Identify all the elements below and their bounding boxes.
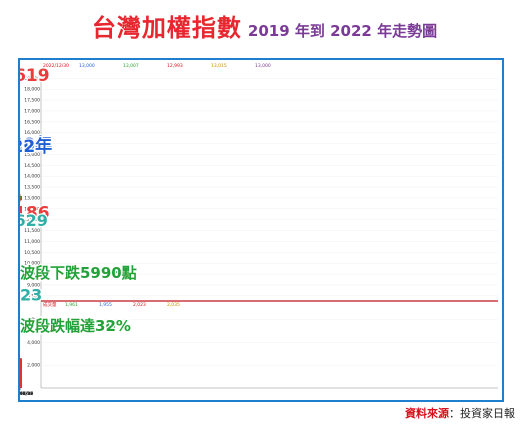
volume-y-tick: 2,000: [27, 363, 40, 369]
chart-subtitle: 2019 年到 2022 年走勢圖: [247, 22, 438, 40]
header-info-date: 2022/12/30: [43, 63, 69, 69]
annotation-drop-2022: 波段下跌5990點: [20, 264, 137, 282]
x-tick-label: 2022/05/16: [20, 391, 33, 397]
chart-header: 台灣加權指數 2019 年到 2022 年走勢圖: [0, 8, 529, 43]
source-credit: 資料來源：投資家日報: [405, 405, 515, 421]
x-tick-label: 2022/07/07: [20, 391, 33, 397]
volume-info-value: 2,023: [133, 302, 146, 308]
header-info-value: 13,007: [123, 63, 139, 69]
volume-info-value: 2,035: [167, 302, 180, 308]
x-tick-label: 2021/06/09: [20, 391, 33, 397]
annotation-high-2020: 12186: [20, 204, 50, 224]
header-info-value: 13,000: [255, 63, 271, 69]
price-y-tick: 12,500: [24, 206, 40, 212]
price-y-tick: 16,500: [24, 119, 40, 125]
price-y-tick: 14,500: [24, 163, 40, 169]
volume-info-value: 1,955: [99, 302, 112, 308]
x-tick-label: 2019/07/23: [20, 391, 33, 397]
source-label: 資料來源: [405, 407, 449, 420]
price-y-tick: 18,500: [24, 76, 40, 82]
volume-info-value: 1,961: [65, 302, 78, 308]
candle-body: [20, 198, 22, 200]
price-y-tick: 10,000: [24, 261, 40, 267]
annotation-year-2020: 2020年: [20, 134, 52, 155]
price-y-tick: 17,000: [24, 108, 40, 114]
x-tick-label: 2019/11/13: [20, 391, 33, 397]
x-tick-label: 2020/08/25: [20, 391, 33, 397]
x-tick-label: 2022/12/22: [20, 391, 33, 397]
x-tick-label: 2021/02/19: [20, 391, 33, 397]
price-y-tick: 9,500: [27, 272, 40, 278]
x-tick-label: 2022/10/27: [20, 391, 33, 397]
price-y-tick: 12,000: [24, 217, 40, 223]
price-y-tick: 18,000: [24, 87, 40, 93]
price-y-tick: 13,000: [24, 195, 40, 201]
x-tick-label: 2022/03/17: [20, 391, 33, 397]
x-tick-label: 2021/09/27: [20, 391, 33, 397]
volume-bar: [20, 362, 22, 388]
candle-body: [20, 197, 22, 199]
taiex-chart: 2022/12/30 13,000 13,007 12,993 13,015 13,000…: [20, 63, 498, 397]
header-info-value: 13,000: [79, 63, 95, 69]
annotation-low-2022: 12629: [20, 211, 48, 230]
x-tick-label: 2020/06/29: [20, 391, 33, 397]
annotation-drop-pct-2020: 波段跌幅達30%: [20, 317, 131, 335]
price-y-tick: 10,500: [24, 250, 40, 256]
price-y-tick: 9,000: [27, 282, 40, 288]
x-tick-label: 2020/01/08: [20, 391, 33, 397]
volume-y-tick: 4,000: [27, 340, 40, 346]
price-y-tick: 14,000: [24, 174, 40, 180]
x-tick-label: 2020/03/05: [20, 391, 33, 397]
price-y-tick: 11,500: [24, 228, 40, 234]
x-tick-label: 2021/04/16: [20, 391, 33, 397]
x-tick-label: 2022/08/30: [20, 391, 33, 397]
price-y-tick: 16,000: [24, 130, 40, 136]
price-y-tick: 15,000: [24, 152, 40, 158]
header-info-value: 12,993: [167, 63, 183, 69]
annotation-high-2022: 18619: [20, 66, 50, 86]
x-tick-label: 2020/10/22: [20, 391, 33, 397]
price-y-tick: 11,000: [24, 239, 40, 245]
price-y-tick: 17,500: [24, 98, 40, 104]
chart-frame: 2022/12/30 13,000 13,007 12,993 13,015 13,000…: [18, 58, 504, 402]
annotation-drop-pct-2022: 波段跌幅達32%: [20, 317, 131, 335]
price-y-tick: 15,500: [24, 141, 40, 147]
volume-info-label: 成交量: [43, 301, 57, 308]
x-tick-label: 2022/01/18: [20, 391, 33, 397]
x-tick-label: 2021/08/02: [20, 391, 33, 397]
volume-y-tick: 6,000: [27, 317, 40, 323]
x-tick-label: 2021/11/23: [20, 391, 33, 397]
header-info-value: 13,015: [211, 63, 227, 69]
x-tick-label: 2020/04/30: [20, 391, 33, 397]
x-tick-label: 2019/09/16: [20, 391, 33, 397]
source-value: 投資家日報: [460, 407, 515, 420]
price-y-tick: 13,500: [24, 185, 40, 191]
price-y-tick: 8,500: [27, 293, 40, 299]
source-separator: ：: [449, 407, 460, 420]
annotation-drop-2020: 波段下跌3663點: [20, 264, 137, 282]
annotation-low-2020: 8523: [20, 285, 42, 304]
x-tick-label: 2020/12/18: [20, 391, 33, 397]
chart-title: 台灣加權指數: [91, 14, 242, 42]
